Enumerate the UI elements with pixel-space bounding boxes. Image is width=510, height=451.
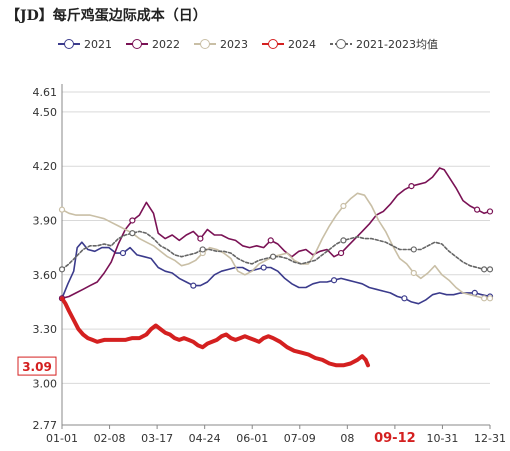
legend-swatch-icon [194, 39, 216, 49]
x-tick-label: 07-09 [284, 432, 316, 445]
series-point [199, 246, 206, 253]
series-point [267, 237, 274, 244]
series-point [410, 269, 417, 277]
x-tick-label: 10-31 [426, 432, 458, 445]
series-point [474, 206, 481, 213]
legend-label: 2024 [288, 37, 316, 51]
y-tick-label: 4.50 [33, 106, 58, 119]
legend-label: 2021 [84, 37, 112, 51]
legend-item[interactable]: 2024 [262, 36, 316, 52]
series-line-2 [61, 167, 491, 300]
series-point [410, 246, 417, 253]
chart-title: 【JD】每斤鸡蛋边际成本（日） [6, 8, 207, 24]
series-point [486, 295, 494, 302]
series-point [269, 253, 277, 260]
legend-label: 2023 [220, 37, 248, 51]
legend-swatch-icon [262, 39, 284, 49]
series-line-3 [61, 192, 491, 300]
legend-label: 2021-2023均值 [356, 38, 438, 51]
y-tick-label: 2.77 [33, 419, 58, 432]
series-point [58, 206, 66, 213]
y-tick-label: 4.20 [33, 160, 58, 173]
x-tick-label: 01-01 [46, 432, 78, 445]
series-point [58, 266, 66, 273]
series-point [481, 266, 488, 273]
legend-item[interactable]: 2021 [58, 36, 112, 52]
series-point [481, 295, 488, 302]
series-point [119, 249, 127, 257]
series-point [197, 235, 204, 242]
x-tick-label: 02-08 [94, 432, 126, 445]
series-point [337, 249, 345, 257]
x-tick-label: 06-01 [236, 432, 268, 445]
series-point [340, 237, 347, 244]
x-tick-label: 12-31 [474, 432, 506, 445]
current-value-box [17, 356, 57, 376]
legend-item[interactable]: 2023 [194, 36, 248, 52]
series-line-4 [60, 296, 370, 368]
x-tick-label: 04-24 [189, 432, 221, 445]
y-tick-label: 3.60 [33, 269, 58, 282]
x-tick-label: 03-17 [141, 432, 173, 445]
series-point [190, 282, 197, 289]
series-point [486, 266, 494, 273]
y-tick-label: 4.61 [33, 86, 58, 99]
legend-item[interactable]: 2022 [126, 36, 180, 52]
series-point [340, 202, 347, 210]
series-point [408, 183, 415, 190]
series-line-1 [61, 241, 491, 305]
current-value-label: 3.09 [22, 360, 52, 374]
legend-item[interactable]: 2021-2023均值 [330, 36, 438, 52]
legend-swatch-icon [126, 39, 148, 49]
y-tick-label: 3.30 [33, 323, 58, 336]
series-point [401, 295, 408, 302]
legend-swatch-icon [58, 39, 80, 49]
series-point [129, 217, 136, 224]
y-tick-label: 3.90 [33, 214, 58, 227]
series-point [486, 208, 494, 215]
series-point [260, 264, 267, 271]
x-tick-label: 08 [340, 432, 354, 445]
series-point [129, 230, 136, 237]
legend: 2021 2022 2023 2024 2021-2023均值 [58, 36, 438, 52]
legend-label: 2022 [152, 37, 180, 51]
x-tick-label-highlight: 09-12 [374, 431, 416, 446]
series-point [330, 277, 338, 284]
legend-swatch-icon [330, 39, 352, 49]
y-tick-label: 3.00 [33, 377, 58, 390]
